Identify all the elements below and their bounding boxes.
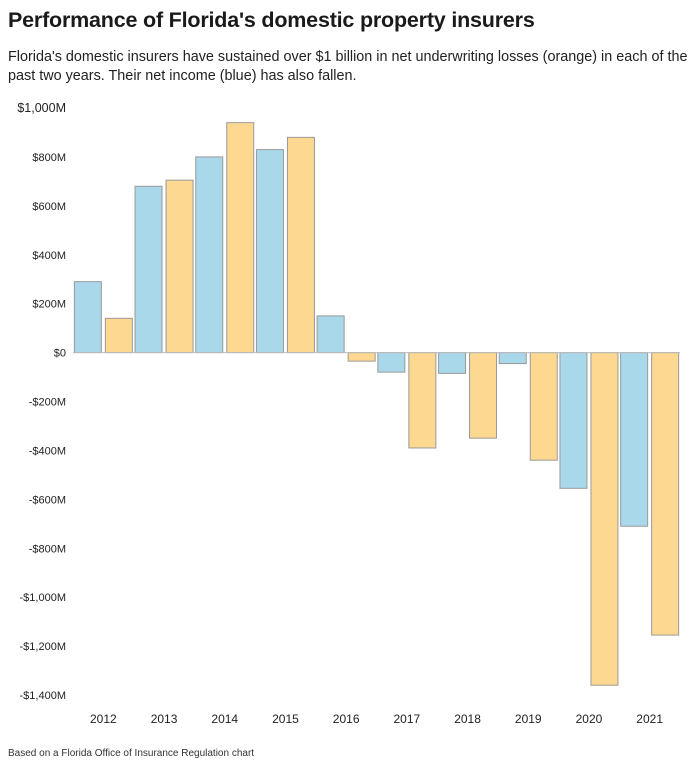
bar-net-income-2021: [620, 352, 649, 527]
bar-underwriting-2018: [469, 352, 498, 439]
x-tick-label: 2020: [576, 712, 603, 726]
bar-underwriting-2019: [529, 352, 558, 461]
y-tick-label: $0: [54, 348, 66, 360]
bar-net-income-2014: [195, 156, 224, 354]
bar-chart: $1,000M $800M $600M $400M $200M $0 -$200M -$400…: [17, 101, 680, 726]
bar-underwriting-2017: [408, 352, 437, 449]
y-tick-label: $200M: [32, 299, 66, 311]
bar-underwriting-2012: [104, 317, 133, 354]
bar-net-income-2018: [438, 352, 467, 374]
x-tick-label: 2012: [90, 712, 117, 726]
bar-net-income-2012: [73, 281, 102, 354]
x-tick-label: 2015: [272, 712, 299, 726]
bar-underwriting-2013: [165, 179, 194, 354]
x-tick-label: 2021: [636, 712, 663, 726]
chart-title: Performance of Florida's domestic proper…: [8, 8, 535, 32]
source-footnote: Based on a Florida Office of Insurance R…: [8, 748, 255, 759]
x-tick-label: 2014: [211, 712, 238, 726]
x-tick-label: 2017: [393, 712, 420, 726]
y-tick-label: -$200M: [29, 397, 66, 409]
bar-net-income-2015: [255, 149, 284, 354]
x-tick-label: 2019: [515, 712, 542, 726]
y-tick-label: $400M: [32, 250, 66, 262]
chart-subtitle: Florida's domestic insurers have sustain…: [8, 49, 688, 84]
x-tick-label: 2013: [151, 712, 178, 726]
bar-net-income-2016: [316, 315, 345, 354]
y-tick-label: -$1,000M: [20, 592, 66, 604]
x-axis: 2012 2013 2014 2015 2016 2017 2018 2019 2020 2021: [90, 712, 663, 726]
y-tick-label: -$600M: [29, 494, 66, 506]
bar-underwriting-2015: [286, 136, 315, 354]
bar-underwriting-2016: [347, 352, 376, 362]
bar-net-income-2017: [377, 352, 406, 373]
y-tick-label: $600M: [32, 201, 66, 213]
y-tick-label: -$400M: [29, 445, 66, 457]
x-tick-label: 2016: [333, 712, 360, 726]
y-tick-label: $800M: [32, 152, 66, 164]
bars: [73, 122, 680, 686]
y-tick-label: $1,000M: [17, 101, 66, 115]
bar-net-income-2020: [559, 352, 588, 489]
y-axis: $1,000M $800M $600M $400M $200M $0 -$200M -$400…: [17, 101, 66, 702]
y-tick-label: -$800M: [29, 543, 66, 555]
bar-underwriting-2021: [651, 352, 680, 636]
bar-net-income-2019: [498, 352, 527, 365]
x-tick-label: 2018: [454, 712, 481, 726]
bar-underwriting-2020: [590, 352, 619, 686]
y-tick-label: -$1,400M: [20, 690, 66, 702]
y-tick-label: -$1,200M: [20, 641, 66, 653]
bar-net-income-2013: [134, 185, 163, 354]
bar-underwriting-2014: [226, 122, 255, 354]
